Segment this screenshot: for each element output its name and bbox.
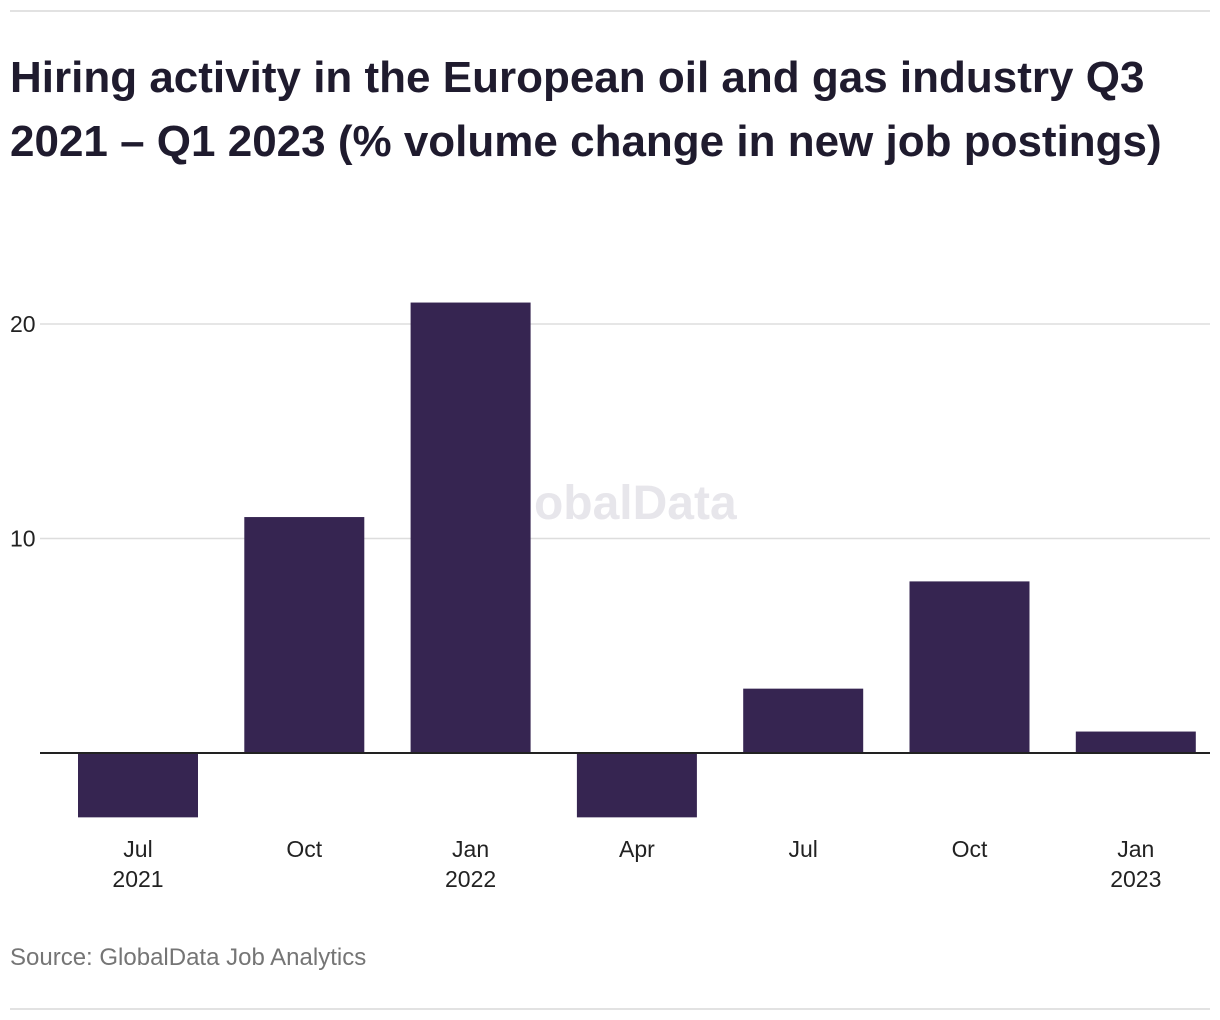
bar-1 [244, 517, 365, 753]
source-note: Source: GlobalData Job Analytics [10, 944, 367, 971]
gridlines: 10 20 [10, 311, 1210, 552]
x-tick-label: Jan [452, 836, 489, 862]
y-tick-label: 20 [10, 311, 36, 337]
x-tick-label: Jul [788, 836, 817, 862]
bars [78, 302, 1196, 818]
x-tick-label: Oct [286, 836, 322, 862]
bar-2 [410, 302, 531, 753]
x-tick-label: Jul [123, 836, 152, 862]
top-rule [10, 10, 1210, 12]
x-tick-label: Oct [952, 836, 988, 862]
x-tick-year: 2021 [112, 866, 163, 892]
bar-5 [909, 581, 1030, 753]
bar-0 [78, 753, 198, 818]
bar-4 [743, 688, 864, 753]
x-tick-label: Jan [1117, 836, 1154, 862]
x-axis-labels: Jul 2021 Oct Jan 2022 Apr Jul Oct Jan 2023 [112, 836, 1161, 892]
y-tick-label: 10 [10, 526, 36, 552]
x-tick-label: Apr [619, 836, 655, 862]
bottom-rule [10, 1008, 1210, 1010]
bar-6 [1075, 731, 1196, 753]
x-tick-year: 2023 [1110, 866, 1161, 892]
x-tick-year: 2022 [445, 866, 496, 892]
bar-3 [576, 753, 697, 818]
chart-title: Hiring activity in the European oil and … [10, 53, 1162, 166]
